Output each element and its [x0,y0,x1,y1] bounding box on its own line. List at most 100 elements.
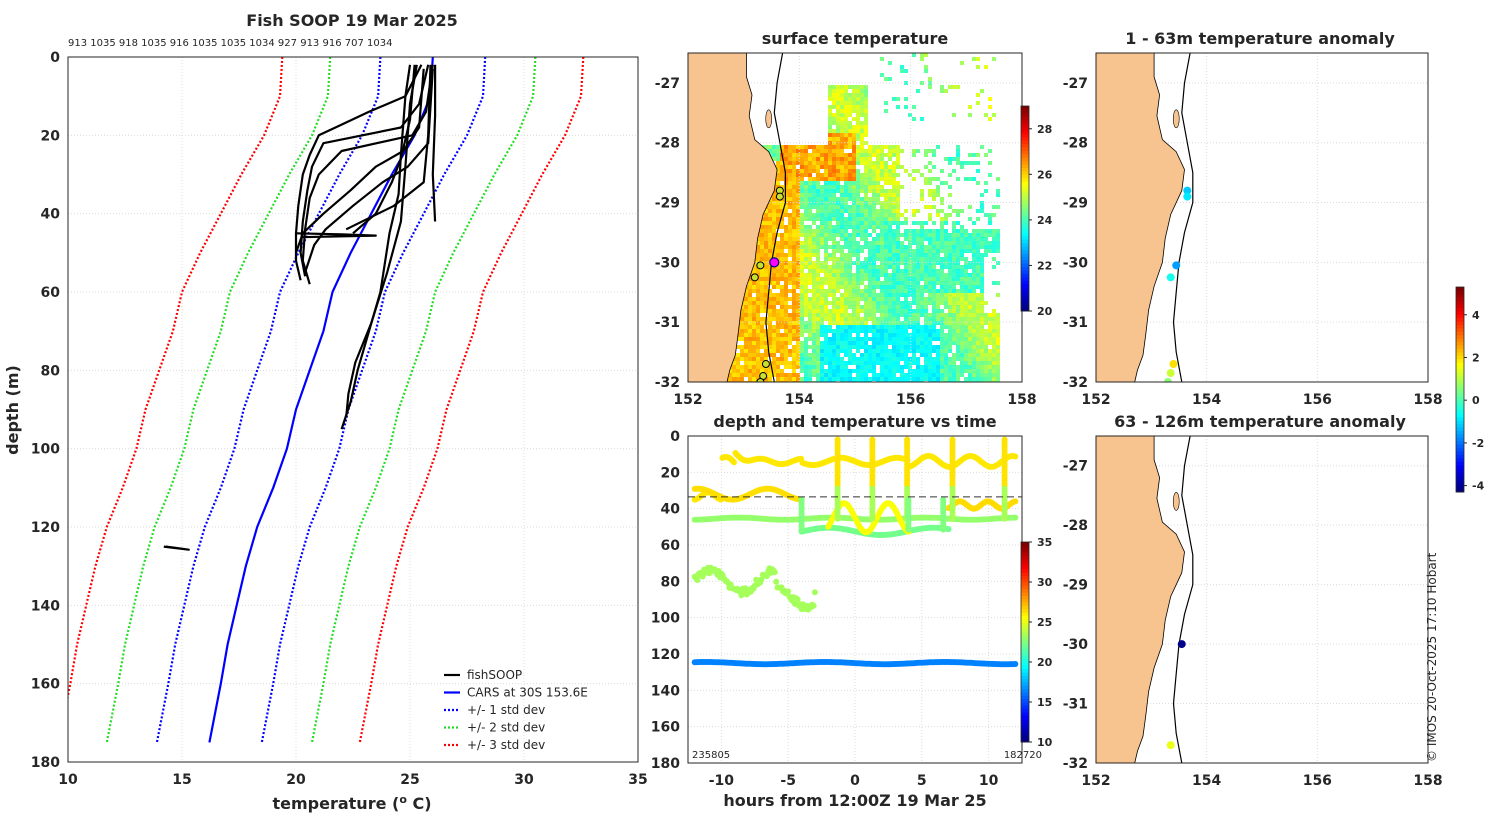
sst-cell [948,349,952,353]
sst-cell [860,93,864,97]
sst-cell [840,261,844,265]
sst-cell [952,337,956,341]
sst-cell [924,149,928,153]
sst-cell [936,253,940,257]
sst-cell [808,197,812,201]
sst-colorbar-step [1021,160,1029,165]
sst-cell [760,285,764,289]
sst-cell [884,245,888,249]
sst-cell [784,225,788,229]
sst-cell [880,233,884,237]
sst-cell [832,269,836,273]
sst-cell [880,145,884,149]
sst-cell [776,233,780,237]
sst-cell [800,245,804,249]
sst-cell [800,281,804,285]
sst-cell [780,169,784,173]
sst-cell [752,285,756,289]
sst-cell [996,361,1000,365]
sst-cell [988,325,992,329]
sst-cell [844,157,848,161]
sst-cell [792,345,796,349]
sst-cell [760,353,764,357]
sst-cell [844,289,848,293]
sst-cell [732,369,736,373]
sst-cell [868,221,872,225]
sst-cell [872,145,876,149]
sst-cell [800,153,804,157]
sst-cell [828,369,832,373]
sst-cell [812,273,816,277]
sst-cell [924,277,928,281]
sst-cell [876,337,880,341]
sst-cell [900,313,904,317]
sst-cell [816,321,820,325]
sst-cell [908,373,912,377]
sst-cell [860,113,864,117]
sst-cell [768,321,772,325]
sst-cell [896,149,900,153]
sst-cell [932,237,936,241]
sst-cell [888,61,892,65]
sst-cell [820,309,824,313]
sst-cell [960,361,964,365]
sst-colorbar-step [1021,201,1029,206]
sst-cell [852,185,856,189]
sst-cell [864,285,868,289]
sst-cell [832,153,836,157]
sst-cell [972,289,976,293]
sst-cell [844,313,848,317]
sst-cell [956,317,960,321]
sst-cell [864,325,868,329]
sst-cell [808,233,812,237]
sst-cell [940,265,944,269]
sst-cell [772,273,776,277]
sst-cell [908,237,912,241]
sst-cell [984,237,988,241]
sst-cell [896,205,900,209]
sst-cell [876,321,880,325]
sst-cell [908,345,912,349]
sst-cell [960,165,964,169]
sst-cell [832,357,836,361]
sst-cell [896,105,900,109]
sst-cell [964,269,968,273]
sst-cell [968,281,972,285]
sst-cell [964,245,968,249]
sst-cell [848,241,852,245]
sst-cell [956,253,960,257]
sst-cell [772,341,776,345]
sst-cell [892,377,896,381]
sst-cell [788,373,792,377]
sst-cell [800,197,804,201]
sst-cell [924,177,928,181]
sst-cell [868,285,872,289]
sst-cell [840,137,844,141]
sst-cell [852,157,856,161]
sst-cell [792,205,796,209]
sst-cell [808,373,812,377]
sst-cell [768,349,772,353]
sst-cell [984,341,988,345]
sst-station-marker [750,273,759,282]
sst-cell [808,309,812,313]
sst-station-marker [775,192,784,201]
sst-cell [988,161,992,165]
sst-cell [884,265,888,269]
sst-cell [820,285,824,289]
sst-cell [952,321,956,325]
profile-ytick: 120 [31,520,60,536]
sst-cell [776,341,780,345]
sst-cell [784,265,788,269]
sst-cell [836,329,840,333]
sst-cell [808,377,812,381]
sst-cell [892,245,896,249]
sst-cell [776,329,780,333]
sst-cell [856,205,860,209]
sst-cell [784,241,788,245]
sst-cell [764,209,768,213]
sst-cell [948,361,952,365]
sst-cell [916,309,920,313]
sst-cell [840,341,844,345]
sst-cell [972,337,976,341]
